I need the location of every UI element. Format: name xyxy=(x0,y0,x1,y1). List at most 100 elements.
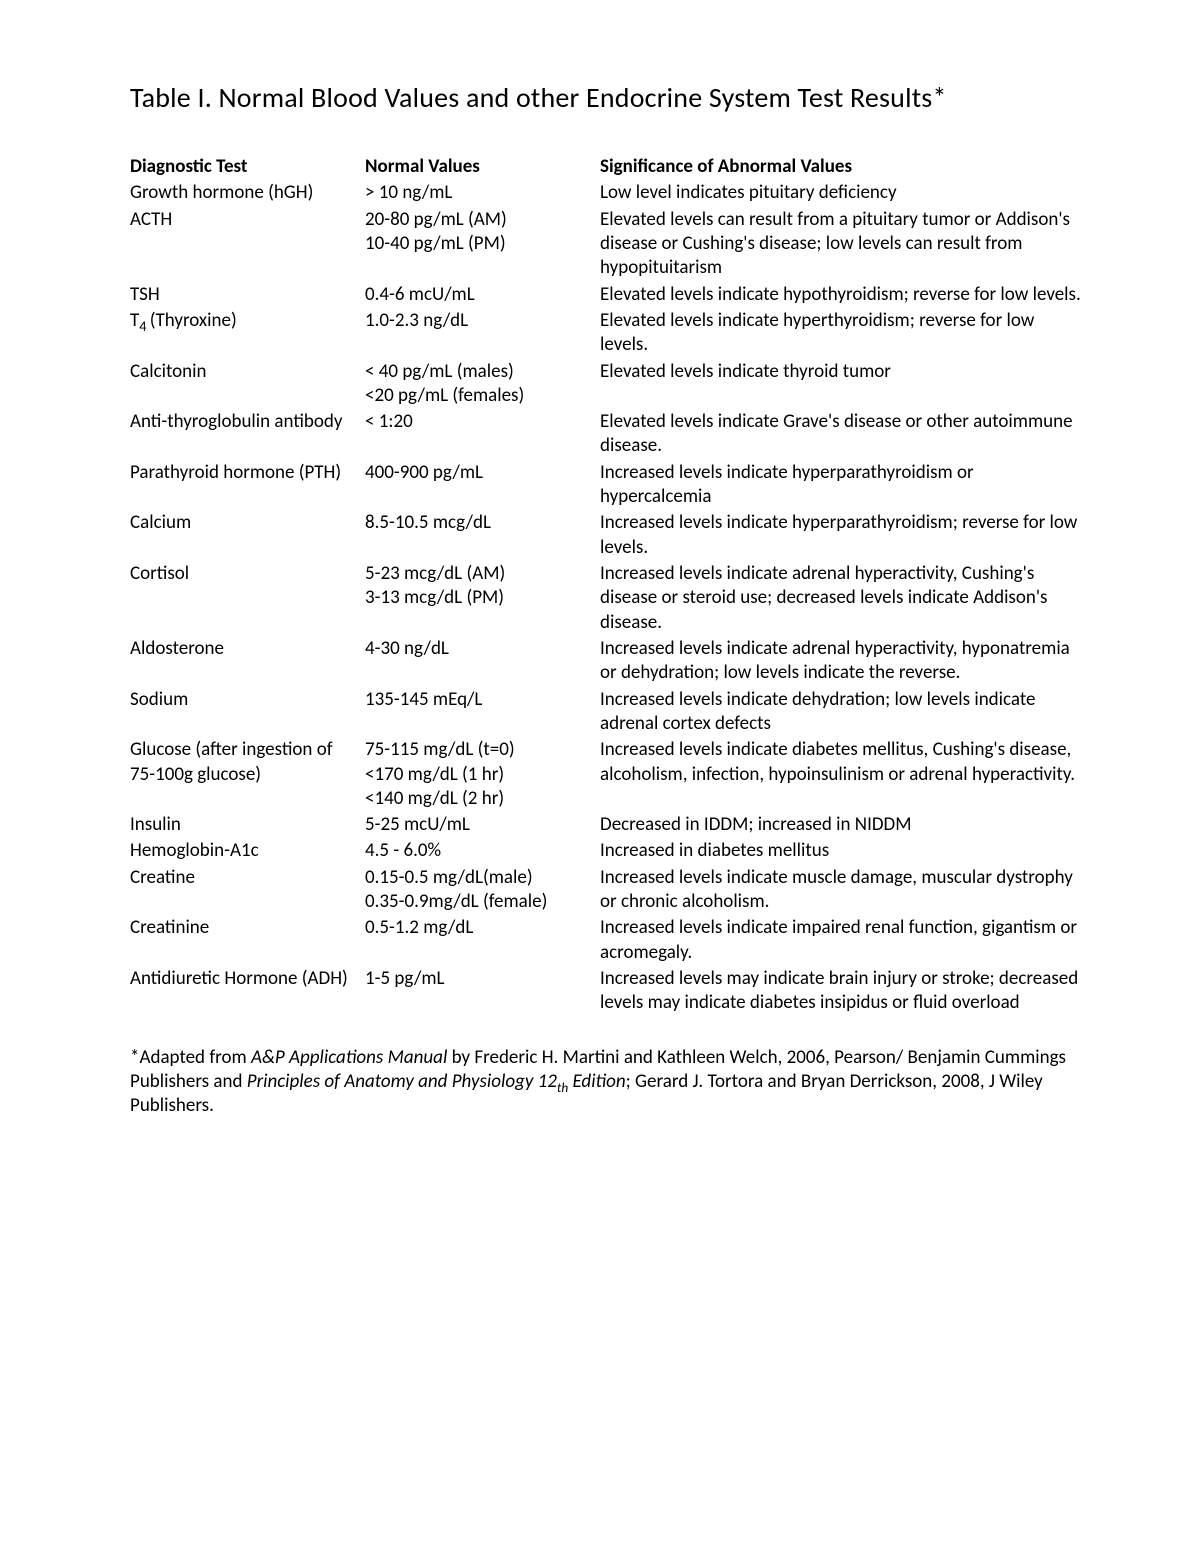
cell-normal: 5-23 mcg/dL (AM)3-13 mcg/dL (PM) xyxy=(365,562,600,637)
page: Table I. Normal Blood Values and other E… xyxy=(0,0,1200,1239)
cell-significance: Increased levels indicate hyperparathyro… xyxy=(600,461,1090,512)
cell-normal: < 1:20 xyxy=(365,410,600,461)
normal-value-line: 1-5 pg/mL xyxy=(365,967,592,991)
table-row: Creatinine0.5-1.2 mg/dL Increased levels … xyxy=(130,916,1090,967)
cell-test: T4 (Thyroxine) xyxy=(130,309,365,360)
page-title: Table I. Normal Blood Values and other E… xyxy=(130,80,1090,115)
cell-test: Sodium xyxy=(130,688,365,739)
normal-value-line: < 40 pg/mL (males) xyxy=(365,360,592,384)
cell-significance: Increased levels indicate adrenal hypera… xyxy=(600,562,1090,637)
normal-value-line: 4-30 ng/dL xyxy=(365,637,592,661)
cell-significance: Increased levels indicate dehydration; l… xyxy=(600,688,1090,739)
normal-value-line: 0.35-0.9mg/dL (female) xyxy=(365,890,592,914)
cell-test: TSH xyxy=(130,283,365,309)
cell-significance: Increased levels indicate diabetes melli… xyxy=(600,738,1090,813)
cell-significance: Increased levels indicate muscle damage,… xyxy=(600,866,1090,917)
cell-test: ACTH xyxy=(130,208,365,283)
table-row: Glucose (after ingestion of 75-100g gluc… xyxy=(130,738,1090,813)
table-header-row: Diagnostic Test Normal Values Significan… xyxy=(130,155,1090,181)
blood-values-table: Diagnostic Test Normal Values Significan… xyxy=(130,155,1090,1018)
normal-value-line: 400-900 pg/mL xyxy=(365,461,592,485)
cell-significance: Elevated levels indicate hypothyroidism;… xyxy=(600,283,1090,309)
normal-value-line: 135-145 mEq/L xyxy=(365,688,592,712)
normal-value-line: 8.5-10.5 mcg/dL xyxy=(365,511,592,535)
table-row: Cortisol5-23 mcg/dL (AM)3-13 mcg/dL (PM)… xyxy=(130,562,1090,637)
cell-test: Aldosterone xyxy=(130,637,365,688)
normal-value-line: < 1:20 xyxy=(365,410,592,434)
normal-value-line: 5-23 mcg/dL (AM) xyxy=(365,562,592,586)
cell-normal: 4.5 - 6.0% xyxy=(365,839,600,865)
cell-normal: 0.15-0.5 mg/dL(male)0.35-0.9mg/dL (femal… xyxy=(365,866,600,917)
cell-test: Insulin xyxy=(130,813,365,839)
cell-test: Creatinine xyxy=(130,916,365,967)
table-row: T4 (Thyroxine)1.0-2.3 ng/dL Elevated leve… xyxy=(130,309,1090,360)
table-row: TSH0.4-6 mcU/mLElevated levels indicate … xyxy=(130,283,1090,309)
cell-significance: Increased in diabetes mellitus xyxy=(600,839,1090,865)
cell-test: Calcitonin xyxy=(130,360,365,411)
normal-value-line: 10-40 pg/mL (PM) xyxy=(365,232,592,256)
cell-test: Glucose (after ingestion of 75-100g gluc… xyxy=(130,738,365,813)
cell-test: Cortisol xyxy=(130,562,365,637)
table-row: Anti-thyroglobulin antibody< 1:20 Elevate… xyxy=(130,410,1090,461)
table-row: Calcium8.5-10.5 mcg/dL Increased levels i… xyxy=(130,511,1090,562)
normal-value-line: 75-115 mg/dL (t=0) xyxy=(365,738,592,762)
normal-value-line: 0.5-1.2 mg/dL xyxy=(365,916,592,940)
cell-significance: Decreased in IDDM; increased in NIDDM xyxy=(600,813,1090,839)
footnote-italic-2: Principles of Anatomy and Physiology 12t… xyxy=(247,1070,626,1093)
table-row: Growth hormone (hGH)> 10 ng/mL Low level … xyxy=(130,181,1090,207)
cell-normal: 1.0-2.3 ng/dL xyxy=(365,309,600,360)
cell-significance: Elevated levels can result from a pituit… xyxy=(600,208,1090,283)
cell-normal: 8.5-10.5 mcg/dL xyxy=(365,511,600,562)
cell-test: Parathyroid hormone (PTH) xyxy=(130,461,365,512)
cell-normal: 1-5 pg/mL xyxy=(365,967,600,1018)
table-row: ACTH20-80 pg/mL (AM)10-40 pg/mL (PM)Elev… xyxy=(130,208,1090,283)
normal-value-line: 4.5 - 6.0% xyxy=(365,839,592,863)
cell-normal: 0.5-1.2 mg/dL xyxy=(365,916,600,967)
cell-normal: 0.4-6 mcU/mL xyxy=(365,283,600,309)
cell-significance: Elevated levels indicate Grave's disease… xyxy=(600,410,1090,461)
cell-significance: Elevated levels indicate thyroid tumor xyxy=(600,360,1090,411)
normal-value-line: 5-25 mcU/mL xyxy=(365,813,592,837)
cell-significance: Low level indicates pituitary deficiency xyxy=(600,181,1090,207)
cell-normal: 135-145 mEq/L xyxy=(365,688,600,739)
cell-normal: 5-25 mcU/mL xyxy=(365,813,600,839)
cell-normal: 400-900 pg/mL xyxy=(365,461,600,512)
cell-normal: 20-80 pg/mL (AM)10-40 pg/mL (PM) xyxy=(365,208,600,283)
cell-normal: < 40 pg/mL (males)<20 pg/mL (females) xyxy=(365,360,600,411)
table-row: Hemoglobin-A1c4.5 - 6.0% Increased in dia… xyxy=(130,839,1090,865)
table-row: Antidiuretic Hormone (ADH)1-5 pg/mL Incre… xyxy=(130,967,1090,1018)
cell-significance: Increased levels indicate hyperparathyro… xyxy=(600,511,1090,562)
cell-normal: 75-115 mg/dL (t=0)<170 mg/dL (1 hr)<140 … xyxy=(365,738,600,813)
normal-value-line: <20 pg/mL (females) xyxy=(365,384,592,408)
cell-normal: > 10 ng/mL xyxy=(365,181,600,207)
normal-value-line: 20-80 pg/mL (AM) xyxy=(365,208,592,232)
footnote-italic-1: A&P Applications Manual xyxy=(251,1046,447,1069)
table-row: Sodium135-145 mEq/L Increased levels indi… xyxy=(130,688,1090,739)
table-row: Parathyroid hormone (PTH)400-900 pg/mL In… xyxy=(130,461,1090,512)
cell-significance: Increased levels indicate impaired renal… xyxy=(600,916,1090,967)
cell-test: Hemoglobin-A1c xyxy=(130,839,365,865)
table-row: Calcitonin< 40 pg/mL (males)<20 pg/mL (f… xyxy=(130,360,1090,411)
cell-normal: 4-30 ng/dL xyxy=(365,637,600,688)
col-header-test: Diagnostic Test xyxy=(130,155,365,181)
cell-significance: Increased levels may indicate brain inju… xyxy=(600,967,1090,1018)
cell-test: Antidiuretic Hormone (ADH) xyxy=(130,967,365,1018)
normal-value-line: > 10 ng/mL xyxy=(365,181,592,205)
table-row: Aldosterone4-30 ng/dL Increased levels in… xyxy=(130,637,1090,688)
table-row: Creatine0.15-0.5 mg/dL(male)0.35-0.9mg/d… xyxy=(130,866,1090,917)
cell-test: Growth hormone (hGH) xyxy=(130,181,365,207)
normal-value-line: 0.15-0.5 mg/dL(male) xyxy=(365,866,592,890)
normal-value-line: 1.0-2.3 ng/dL xyxy=(365,309,592,333)
cell-test: Anti-thyroglobulin antibody xyxy=(130,410,365,461)
normal-value-line: 3-13 mcg/dL (PM) xyxy=(365,586,592,610)
cell-test: Calcium xyxy=(130,511,365,562)
footnote: *Adapted from A&P Applications Manual by… xyxy=(130,1046,1090,1119)
cell-significance: Increased levels indicate adrenal hypera… xyxy=(600,637,1090,688)
cell-significance: Elevated levels indicate hyperthyroidism… xyxy=(600,309,1090,360)
footnote-text: *Adapted from xyxy=(130,1046,251,1069)
cell-test: Creatine xyxy=(130,866,365,917)
col-header-normal: Normal Values xyxy=(365,155,600,181)
normal-value-line: <170 mg/dL (1 hr) xyxy=(365,763,592,787)
normal-value-line: <140 mg/dL (2 hr) xyxy=(365,787,592,811)
table-row: Insulin5-25 mcU/mL Decreased in IDDM; inc… xyxy=(130,813,1090,839)
